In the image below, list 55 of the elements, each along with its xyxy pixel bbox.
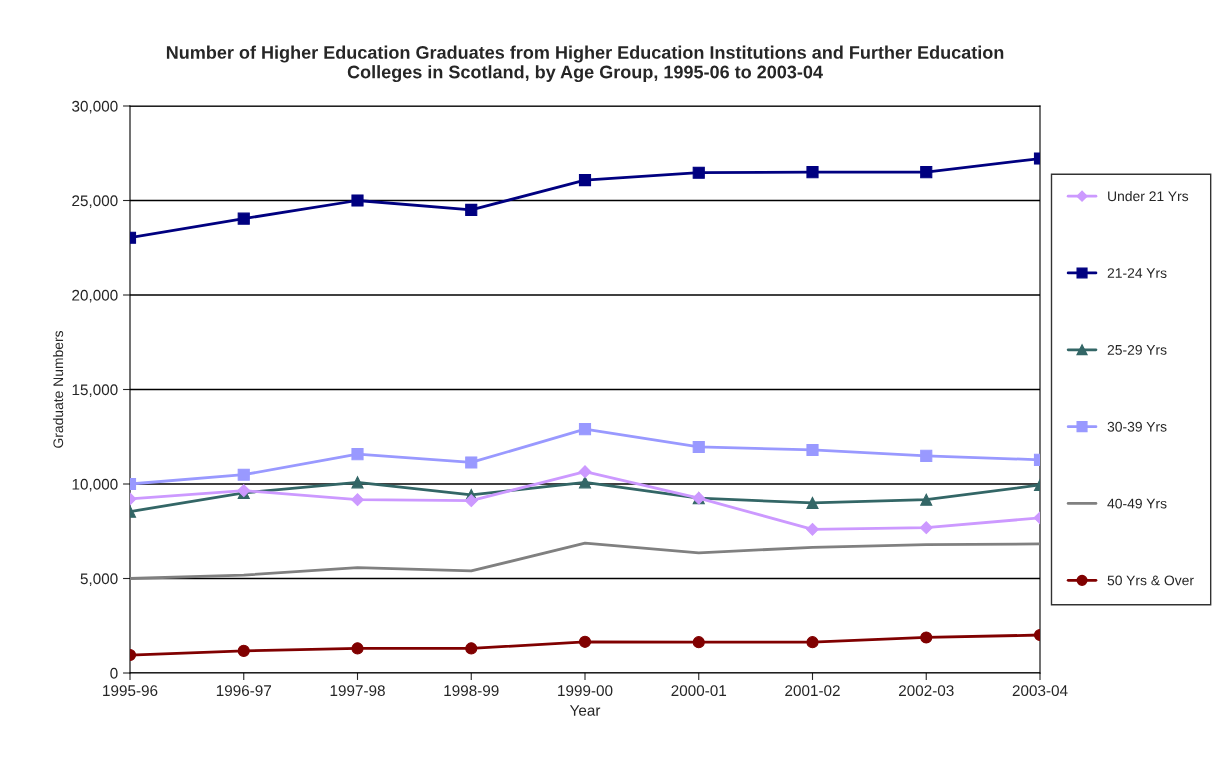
point xyxy=(465,642,478,655)
point xyxy=(578,465,592,479)
point xyxy=(351,493,364,507)
y-tick-label: 30,000 xyxy=(72,100,118,114)
point xyxy=(806,636,819,649)
x-tick-label: 1995-96 xyxy=(103,685,158,697)
chart-title: Number of Higher Education Graduates from Higher Education Institutions and Further Education Colleges in Scotland, by Age Group, 1995-06 to 2003-04 xyxy=(166,45,1004,83)
point xyxy=(920,493,933,506)
point xyxy=(351,476,364,489)
point xyxy=(919,521,933,535)
point xyxy=(351,642,364,655)
point xyxy=(920,166,933,179)
y-tick-label: 20,000 xyxy=(72,289,118,303)
point xyxy=(578,174,592,187)
point xyxy=(237,468,250,481)
point xyxy=(237,212,250,225)
legend-label: 40-49 Yrs xyxy=(1107,498,1167,509)
legend-label: 30-39 Yrs xyxy=(1107,421,1167,432)
x-tick-label: 1997-98 xyxy=(330,685,385,697)
point xyxy=(351,448,364,461)
point xyxy=(806,166,819,179)
point xyxy=(465,456,478,469)
point xyxy=(806,496,819,509)
x-axis-title: Year xyxy=(569,705,601,716)
x-tick-label: 2003-04 xyxy=(1012,685,1068,697)
x-tick-label: 1998-99 xyxy=(444,685,499,697)
point xyxy=(237,644,250,657)
point xyxy=(920,449,933,462)
y-tick-label: 25,000 xyxy=(72,195,118,208)
point xyxy=(464,494,478,508)
legend-label: 25-29 Yrs xyxy=(1107,344,1167,355)
point xyxy=(351,194,364,207)
point xyxy=(920,631,933,644)
point xyxy=(578,423,592,436)
point xyxy=(806,443,819,457)
point xyxy=(578,635,592,648)
legend-label: 50 Yrs & Over xyxy=(1107,575,1194,586)
point xyxy=(692,440,705,454)
y-tick-label: 0 xyxy=(110,667,118,679)
y-tick-label: 5,000 xyxy=(80,573,118,586)
point xyxy=(692,166,705,179)
y-axis-title: Graduate Numbers xyxy=(52,330,64,448)
line-series xyxy=(130,541,1040,580)
x-tick-label: 1996-97 xyxy=(216,685,272,697)
legend-label: 21-24 Yrs xyxy=(1107,268,1167,278)
point xyxy=(465,203,478,217)
legend-label: Under 21 Yrs xyxy=(1108,190,1189,202)
y-tick-label: 15,000 xyxy=(72,384,118,397)
x-tick-label: 2000-01 xyxy=(671,685,727,697)
x-tick-label: 2001-02 xyxy=(785,685,840,697)
x-tick-label: 2002-03 xyxy=(898,685,954,697)
point xyxy=(806,522,819,536)
point xyxy=(692,636,705,649)
x-tick-label: 1999-00 xyxy=(558,685,613,697)
y-tick-label: 10,000 xyxy=(72,478,118,492)
